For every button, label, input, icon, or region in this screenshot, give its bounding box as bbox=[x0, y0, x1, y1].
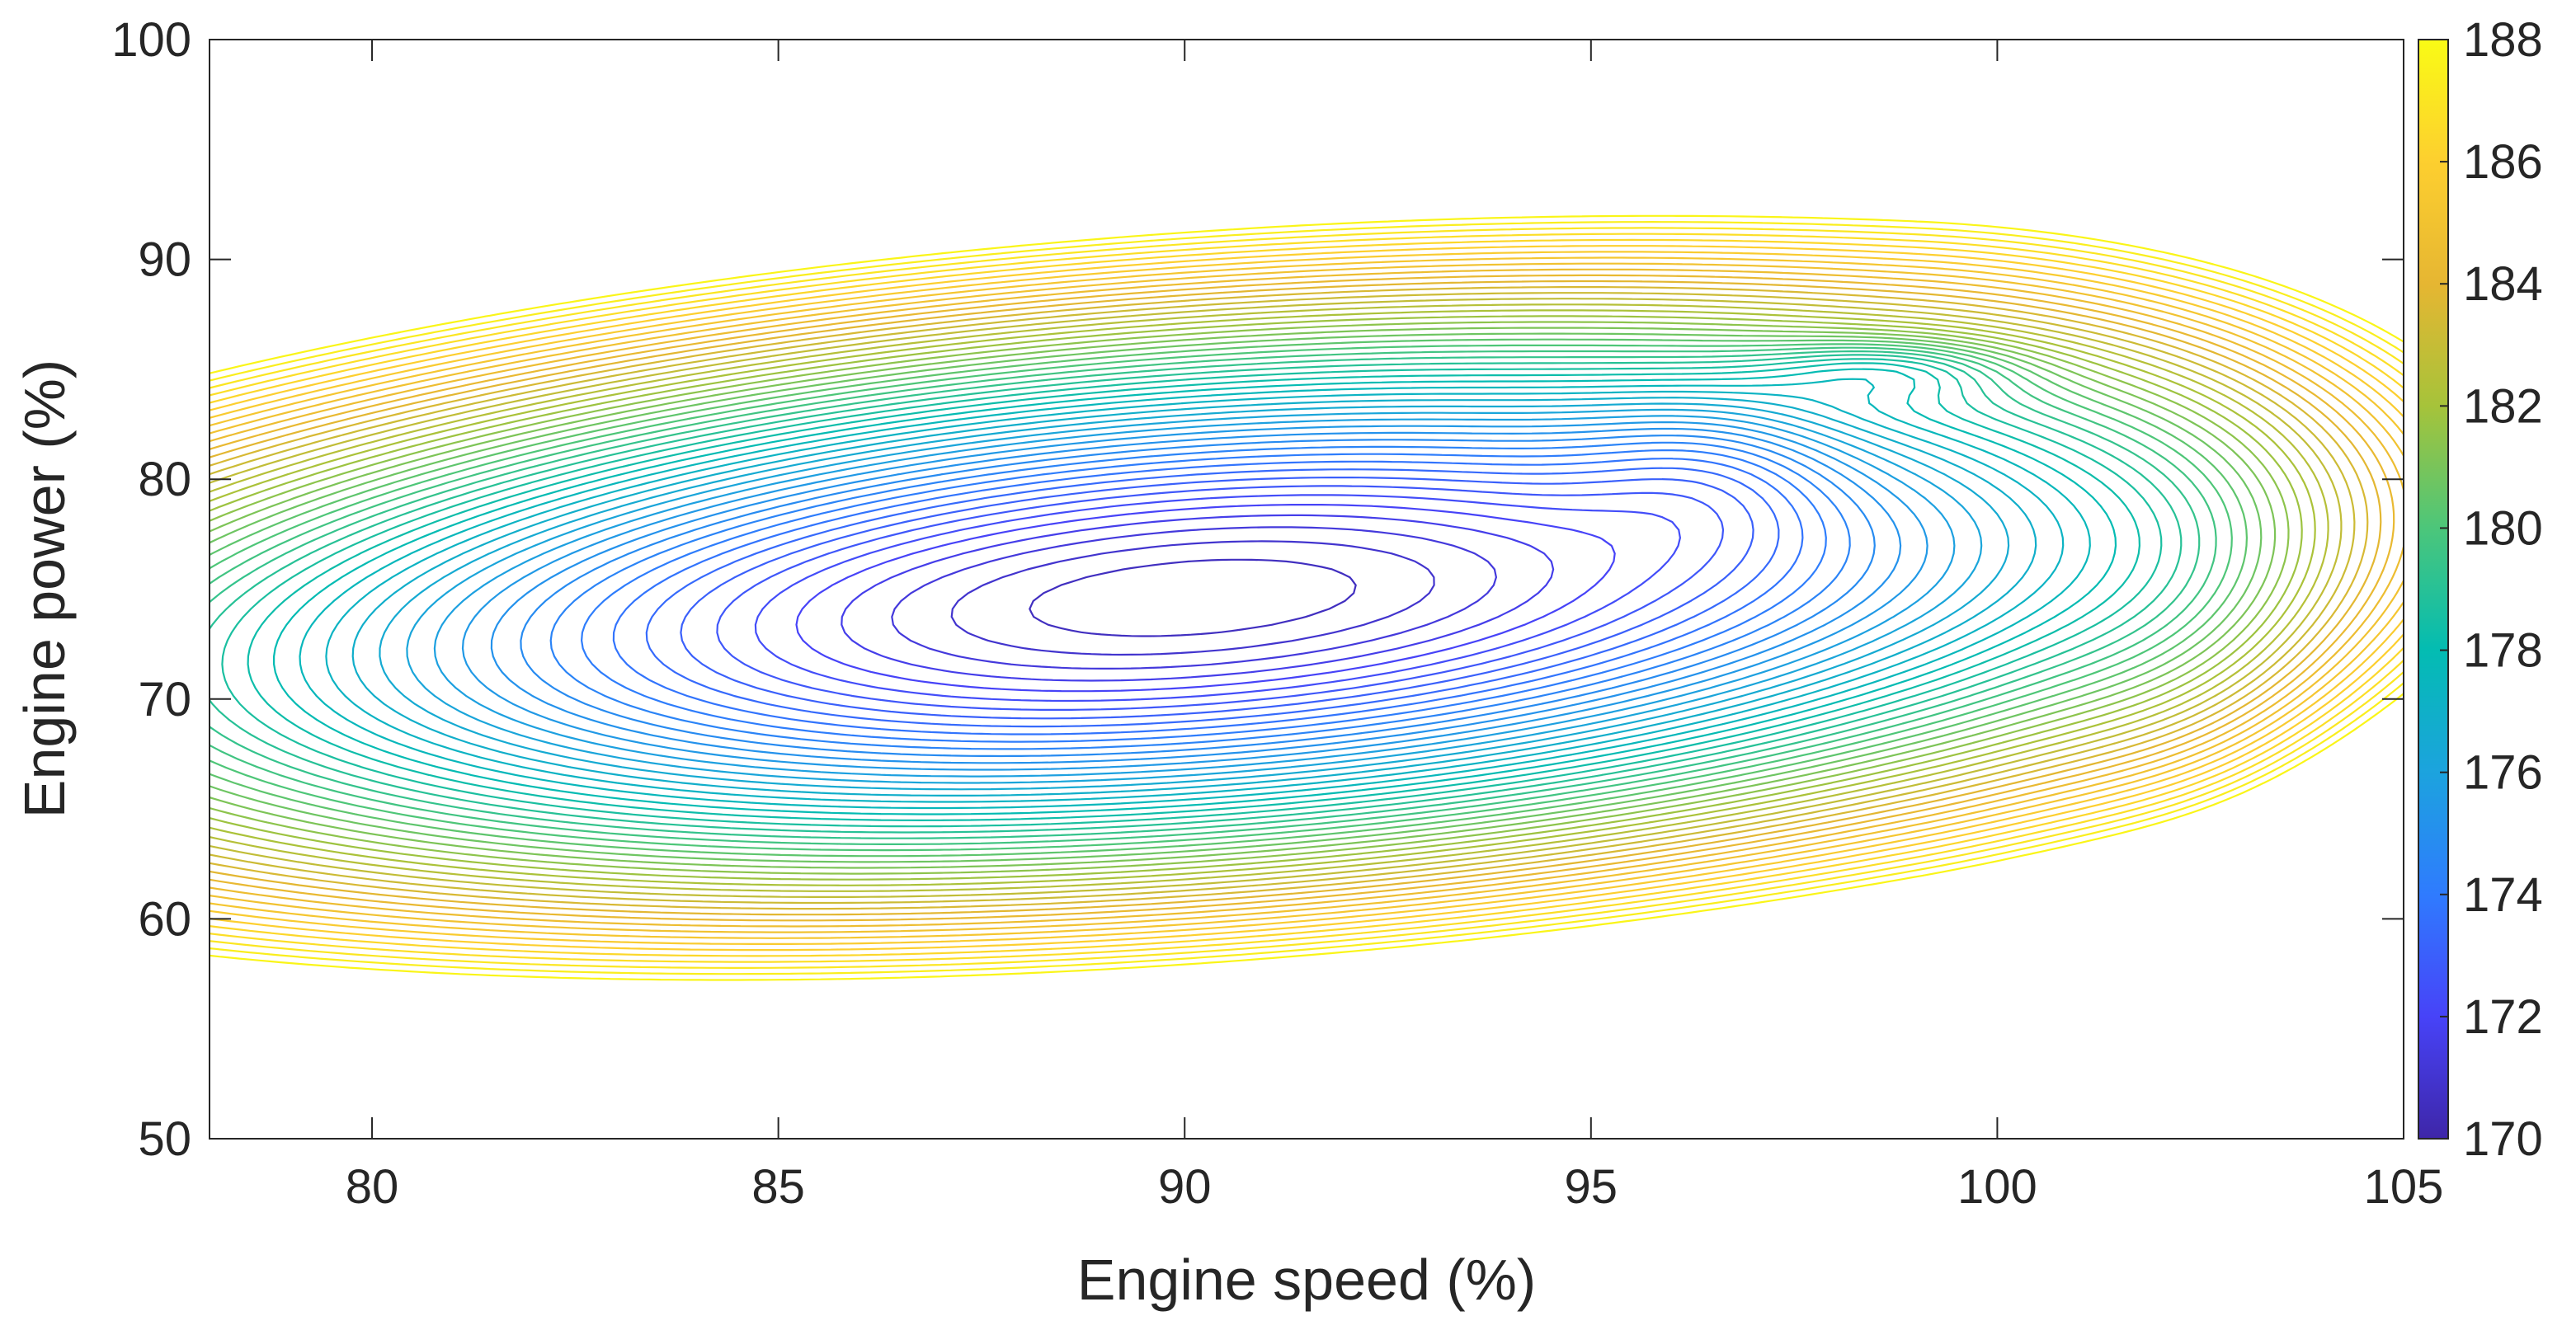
contour-level bbox=[210, 343, 2233, 852]
contour-level bbox=[379, 402, 2010, 791]
contour-lines bbox=[210, 214, 2404, 981]
x-tick-label: 105 bbox=[2364, 1160, 2444, 1214]
contour-level bbox=[351, 397, 2037, 797]
x-tick-label: 90 bbox=[1158, 1160, 1212, 1214]
colorbar-tick-label: 172 bbox=[2463, 990, 2543, 1044]
colorbar-tick-label: 180 bbox=[2463, 501, 2543, 555]
x-tick-label: 85 bbox=[751, 1160, 805, 1214]
y-tick-label: 90 bbox=[138, 233, 191, 287]
x-tick-label: 100 bbox=[1957, 1160, 2037, 1214]
contour-level bbox=[406, 408, 1983, 784]
colorbar-tick-label: 188 bbox=[2463, 13, 2543, 67]
contour-level bbox=[221, 358, 2163, 828]
colorbar-ticks: 170 172 174 176 178 180 182 184 186 188 bbox=[2440, 13, 2543, 1166]
contour-level bbox=[210, 274, 2395, 922]
y-tick-label: 50 bbox=[138, 1112, 191, 1166]
colorbar-tick-label: 182 bbox=[2463, 379, 2543, 433]
contour-level bbox=[549, 441, 1851, 750]
contour-level bbox=[210, 251, 2404, 945]
contour-level bbox=[210, 354, 2183, 834]
contour-level bbox=[210, 221, 2404, 975]
contour-level bbox=[461, 421, 1928, 771]
contour-level bbox=[210, 309, 2316, 886]
contour-level bbox=[645, 467, 1780, 728]
contour-level bbox=[210, 327, 2277, 869]
x-tick-label: 80 bbox=[346, 1160, 399, 1214]
contour-level bbox=[210, 262, 2404, 933]
colorbar-tick-label: 170 bbox=[2463, 1112, 2543, 1166]
colorbar-tick-label: 174 bbox=[2463, 868, 2543, 922]
contour-level bbox=[210, 238, 2404, 957]
contour-level bbox=[299, 378, 2091, 810]
contour-level bbox=[210, 227, 2404, 969]
contour-level bbox=[210, 338, 2248, 858]
colorbar-tick-label: 184 bbox=[2463, 257, 2543, 311]
contour-level bbox=[680, 477, 1754, 720]
contour-level bbox=[795, 504, 1616, 693]
contour-level bbox=[325, 390, 2065, 803]
x-tick-label: 95 bbox=[1565, 1160, 1618, 1214]
contour-level bbox=[433, 415, 1956, 778]
contour-level bbox=[247, 362, 2140, 821]
contour-level bbox=[841, 514, 1555, 682]
y-axis-ticks: 50 60 70 80 90 100 bbox=[111, 13, 2404, 1166]
contour-level bbox=[754, 494, 1681, 703]
x-axis-ticks: 80 85 90 95 100 105 bbox=[346, 40, 2444, 1214]
contour-level bbox=[210, 268, 2404, 928]
contour-level bbox=[612, 458, 1804, 735]
y-tick-label: 80 bbox=[138, 453, 191, 506]
contour-level bbox=[210, 286, 2369, 910]
colorbar-tick-label: 186 bbox=[2463, 135, 2543, 189]
contour-level bbox=[210, 346, 2217, 845]
contour-level bbox=[210, 298, 2343, 898]
y-tick-label: 60 bbox=[138, 892, 191, 946]
contour-level bbox=[210, 280, 2382, 916]
y-tick-label: 100 bbox=[111, 13, 191, 67]
colorbar-tick-label: 178 bbox=[2463, 624, 2543, 678]
contour-level bbox=[210, 332, 2263, 863]
contour-level bbox=[210, 292, 2356, 905]
contour-level bbox=[1029, 558, 1357, 637]
contour-level bbox=[210, 233, 2404, 963]
contour-level bbox=[210, 256, 2404, 939]
contour-level bbox=[210, 315, 2303, 881]
plot-frame bbox=[209, 39, 2404, 1140]
contour-level bbox=[950, 540, 1435, 656]
colorbar-frame bbox=[2418, 39, 2449, 1140]
contour-level bbox=[716, 485, 1725, 711]
contour-level bbox=[581, 449, 1827, 743]
contour-level bbox=[273, 368, 2117, 815]
contour-level bbox=[891, 526, 1497, 670]
colorbar-gradient bbox=[2418, 40, 2448, 1139]
contour-level bbox=[210, 245, 2404, 952]
y-axis-label: Engine power (%) bbox=[12, 360, 77, 818]
colorbar-tick-label: 176 bbox=[2463, 746, 2543, 800]
contour-level bbox=[210, 321, 2290, 875]
contour-level bbox=[520, 435, 1876, 758]
contour-level bbox=[210, 214, 2404, 981]
y-tick-label: 70 bbox=[138, 673, 191, 726]
contour-level bbox=[210, 350, 2201, 839]
contour-level bbox=[210, 303, 2329, 892]
x-axis-label: Engine speed (%) bbox=[1077, 1248, 1536, 1312]
colorbar: 170 172 174 176 178 180 182 184 186 188 bbox=[2418, 13, 2543, 1166]
contour-level bbox=[490, 427, 1902, 764]
